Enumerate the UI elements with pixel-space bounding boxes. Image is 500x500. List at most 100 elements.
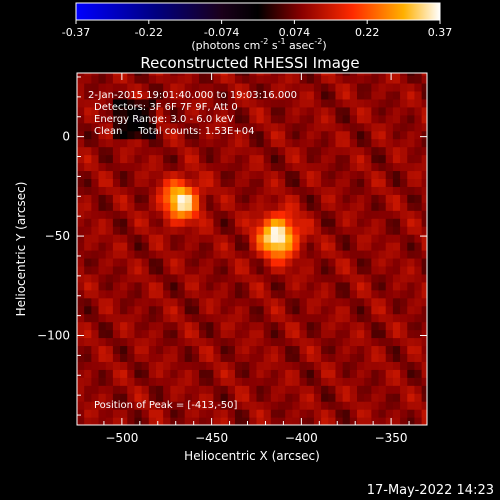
heatmap-cell: [292, 289, 301, 299]
heatmap-cell: [385, 273, 394, 283]
heatmap-cell: [335, 305, 344, 315]
heatmap-cell: [177, 106, 186, 116]
heatmap-cell: [306, 186, 315, 195]
heatmap-cell: [249, 385, 258, 394]
heatmap-cell: [385, 226, 394, 235]
heatmap-cell: [321, 90, 329, 100]
heatmap-cell: [206, 90, 215, 100]
heatmap-cell: [371, 257, 380, 267]
heatmap-cell: [270, 281, 279, 291]
heatmap-cell: [335, 98, 344, 108]
heatmap-cell: [206, 114, 215, 124]
heatmap-cell: [155, 401, 164, 410]
heatmap-cell: [349, 73, 358, 76]
heatmap-cell: [84, 162, 92, 172]
heatmap-cell: [400, 90, 408, 100]
heatmap-cell: [220, 281, 229, 291]
heatmap-cell: [98, 234, 107, 243]
heatmap-cell: [191, 74, 200, 84]
heatmap-cell: [170, 234, 179, 243]
heatmap-cell: [321, 194, 329, 203]
heatmap-cell: [242, 242, 250, 251]
heatmap-cell: [306, 106, 315, 116]
heatmap-cell: [112, 353, 121, 362]
heatmap-cell: [120, 234, 128, 243]
heatmap-cell: [177, 257, 186, 267]
heatmap-cell: [285, 337, 293, 347]
heatmap-cell: [342, 297, 351, 307]
heatmap-cell: [84, 257, 92, 267]
heatmap-cell: [299, 289, 308, 299]
heatmap-cell: [278, 289, 286, 299]
heatmap-cell: [249, 361, 258, 370]
heatmap-cell: [105, 409, 114, 418]
heatmap-cell: [184, 154, 193, 164]
heatmap-cell: [206, 162, 215, 172]
heatmap-cell: [77, 162, 85, 172]
heatmap-cell: [249, 202, 258, 211]
heatmap-cell: [191, 321, 200, 331]
heatmap-cell: [213, 401, 222, 410]
heatmap-cell: [213, 409, 222, 418]
heatmap-cell: [242, 73, 250, 76]
heatmap-cell: [163, 122, 171, 132]
heatmap-cell: [335, 393, 344, 402]
heatmap-cell: [91, 74, 100, 84]
heatmap-cell: [213, 90, 222, 100]
heatmap-cell: [220, 98, 229, 108]
heatmap-cell: [371, 281, 380, 291]
heatmap-cell: [292, 226, 301, 235]
heatmap-cell: [141, 249, 150, 259]
heatmap-cell: [234, 409, 243, 418]
heatmap-cell: [256, 401, 265, 410]
heatmap-cell: [234, 82, 243, 92]
heatmap-cell: [263, 345, 272, 355]
heatmap-cell: [321, 297, 329, 307]
heatmap-cell: [112, 154, 121, 164]
heatmap-cell: [299, 361, 308, 370]
heatmap-cell: [256, 345, 265, 355]
heatmap-cell: [184, 106, 193, 116]
heatmap-cell: [385, 74, 394, 84]
heatmap-cell: [77, 401, 85, 410]
heatmap-cell: [328, 337, 337, 347]
heatmap-cell: [191, 114, 200, 124]
heatmap-cell: [421, 369, 427, 378]
heatmap-cell: [292, 337, 301, 347]
heatmap-cell: [242, 281, 250, 291]
heatmap-cell: [227, 417, 236, 425]
heatmap-cell: [364, 273, 372, 283]
heatmap-cell: [98, 146, 107, 156]
heatmap-cell: [328, 90, 337, 100]
heatmap-cell: [206, 146, 215, 156]
heatmap-cell: [84, 202, 92, 211]
heatmap-cell: [306, 337, 315, 347]
heatmap-cell: [120, 369, 128, 378]
heatmap-cell: [148, 273, 157, 283]
heatmap-cell: [335, 194, 344, 203]
heatmap-cell: [141, 281, 150, 291]
heatmap-cell: [299, 305, 308, 315]
heatmap-cell: [191, 377, 200, 386]
heatmap-cell: [127, 385, 136, 394]
heatmap-cell: [91, 146, 100, 156]
heatmap-cell: [400, 345, 408, 355]
heatmap-cell: [299, 74, 308, 84]
heatmap-cell: [278, 393, 286, 402]
heatmap-cell: [242, 170, 250, 180]
heatmap-cell: [163, 329, 171, 339]
heatmap-cell: [148, 130, 157, 140]
heatmap-cell: [335, 337, 344, 347]
heatmap-cell: [357, 401, 365, 410]
heatmap-cell: [199, 186, 207, 195]
heatmap-cell: [313, 409, 322, 418]
heatmap-cell: [285, 377, 293, 386]
heatmap-cell: [206, 401, 215, 410]
heatmap-cell: [191, 226, 200, 235]
heatmap-cell: [105, 401, 114, 410]
heatmap-cell: [385, 210, 394, 219]
heatmap-cell: [313, 194, 322, 203]
heatmap-cell: [313, 369, 322, 378]
heatmap-cell: [227, 178, 236, 187]
heatmap-cell: [191, 82, 200, 92]
